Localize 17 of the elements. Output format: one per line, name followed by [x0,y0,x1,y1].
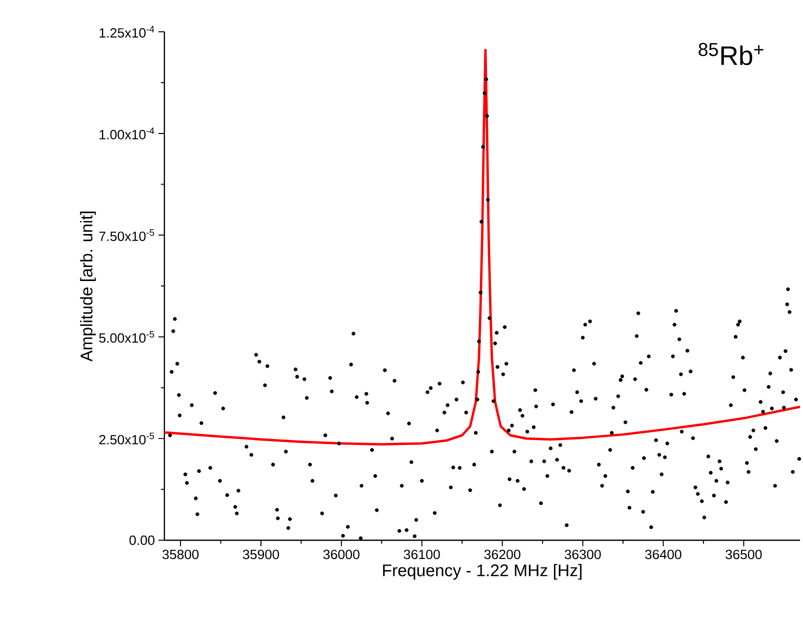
x-tick-label: 35800 [162,550,199,560]
x-tick-label: 36500 [726,550,762,560]
y-tick-label: 0.00 [129,536,154,546]
x-tick-label: 35900 [242,550,279,560]
y-tick-label: 1.00x10$^{-4}$ [100,128,154,140]
x-tick-label: 36000 [323,550,360,560]
y-tick-label: 2.50x10$^{-5}$ [99,432,154,445]
x-tick-label: 36300 [564,550,601,560]
x-tick-label: 36400 [645,550,682,560]
annotation: $^{85}$Rb$^{+}$ [698,43,764,66]
y-tick-label: 5.00x10$^{-5}$ [99,331,154,343]
y-axis-title: Amplitude [arb. unit] [80,212,96,362]
x-tick-label: 36200 [484,550,520,560]
x-axis-title: Frequency - 1.22 MHz [Hz] [383,564,582,580]
y-tick-label: 1.25x10$^{-4}$ [100,26,154,38]
y-tick-label: 7.50x10$^{-5}$ [99,229,154,242]
x-tick-label: 36100 [404,550,440,560]
